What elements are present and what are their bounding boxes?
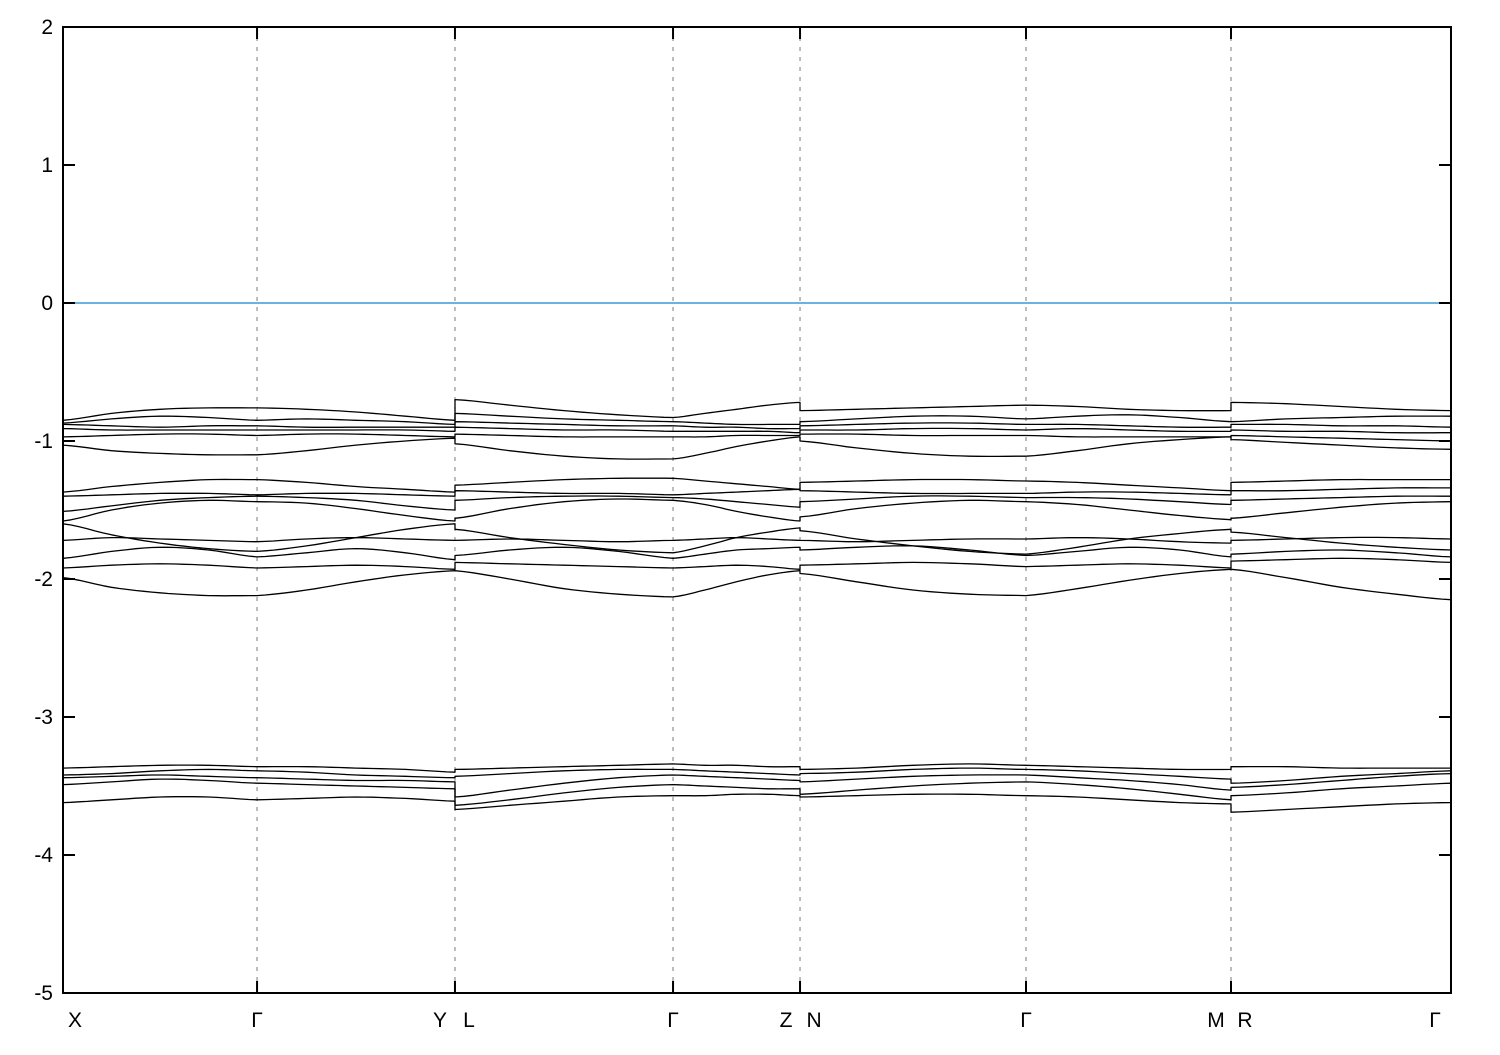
kpoint-label: Γ xyxy=(1429,1009,1441,1032)
y-tick-label: 2 xyxy=(41,16,53,39)
y-tick-label: -2 xyxy=(34,568,53,591)
y-tick-label: 1 xyxy=(41,154,53,177)
y-tick-label: -4 xyxy=(34,844,53,867)
band-09-line xyxy=(62,495,1451,513)
band-03-line xyxy=(62,421,1452,430)
band-05-line xyxy=(62,433,1452,442)
band-06-line xyxy=(62,436,1452,460)
y-tick-label: 0 xyxy=(41,292,53,315)
kpoint-label: X xyxy=(68,1009,82,1032)
band-10-line xyxy=(62,498,1452,522)
band-16-line xyxy=(62,763,1451,773)
band-13-line xyxy=(62,545,1452,561)
band-18-line xyxy=(62,772,1452,798)
kpoint-label: L xyxy=(463,1009,475,1032)
y-tick-label: -1 xyxy=(34,430,53,453)
band-15-line xyxy=(62,568,1452,601)
kpoint-label: M xyxy=(1207,1009,1225,1032)
band-17-line xyxy=(62,767,1452,784)
band-01-line xyxy=(62,398,1452,421)
plot-border xyxy=(62,26,1452,994)
kpoint-label: Γ xyxy=(1020,1009,1032,1032)
band-02-line xyxy=(62,412,1452,426)
band-12-line xyxy=(62,536,1452,544)
y-tick-label: -3 xyxy=(34,706,53,729)
kpoint-label: Γ xyxy=(251,1009,263,1032)
kpoint-label: Z xyxy=(780,1009,793,1032)
kpoint-label: Γ xyxy=(667,1009,679,1032)
y-tick-label: -5 xyxy=(34,982,53,1005)
kpoint-label: Y xyxy=(433,1009,447,1032)
kpoint-label: N xyxy=(806,1009,821,1032)
kpoint-label: R xyxy=(1237,1009,1252,1032)
band-07-line xyxy=(62,477,1451,493)
band-20-line xyxy=(62,793,1452,813)
band-04-line xyxy=(62,426,1451,434)
band-19-line xyxy=(62,778,1452,806)
band-14-line xyxy=(62,557,1452,570)
band-08-line xyxy=(62,487,1451,497)
